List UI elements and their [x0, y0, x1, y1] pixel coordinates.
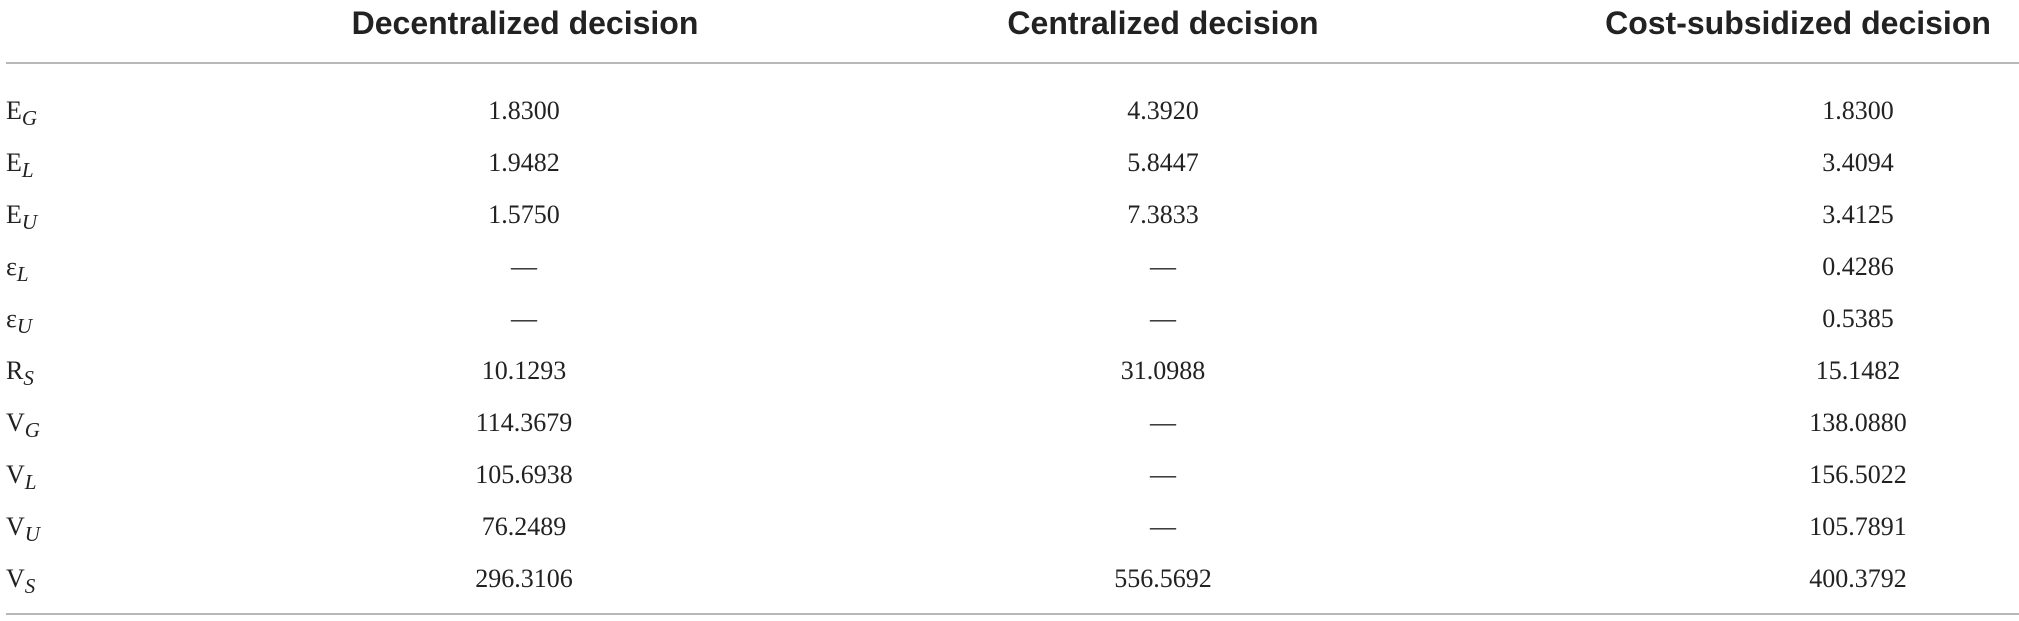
row-subscript: U	[16, 314, 33, 338]
row-symbol: R	[6, 356, 24, 385]
table-row: VU 76.2489 — 105.7891	[0, 501, 2019, 553]
table-cell: 10.1293	[481, 356, 567, 385]
table-cell: 1.5750	[488, 200, 560, 229]
row-label: EU	[6, 189, 206, 241]
table-row: εL — — 0.4286	[0, 241, 2019, 293]
table-row: VL 105.6938 — 156.5022	[0, 449, 2019, 501]
table-cell: 0.5385	[1822, 304, 1894, 333]
row-subscript: S	[24, 574, 36, 598]
table-cell: —	[1150, 304, 1176, 333]
row-label: RS	[6, 345, 206, 397]
table-cell: 138.0880	[1809, 408, 1907, 437]
table-cell: 296.3106	[475, 564, 573, 593]
table-row: EG 1.8300 4.3920 1.8300	[0, 85, 2019, 137]
row-label: εL	[6, 241, 206, 293]
column-header-cost-subsidized: Cost-subsidized decision	[1605, 5, 1991, 41]
table-cell: —	[1150, 460, 1176, 489]
row-symbol: V	[6, 460, 25, 489]
table-cell: 1.8300	[488, 96, 560, 125]
table-cell: —	[511, 252, 537, 281]
row-subscript: G	[21, 106, 38, 130]
row-label: VL	[6, 449, 206, 501]
table-cell: 0.4286	[1822, 252, 1894, 281]
table-cell: 105.7891	[1809, 512, 1907, 541]
column-header-centralized: Centralized decision	[1007, 5, 1319, 41]
row-subscript: L	[24, 470, 37, 494]
row-symbol: V	[6, 564, 25, 593]
table-cell: 1.8300	[1822, 96, 1894, 125]
table-cell: 31.0988	[1120, 356, 1206, 385]
row-subscript: U	[21, 210, 38, 234]
table-cell: —	[1150, 512, 1176, 541]
column-header-decentralized: Decentralized decision	[351, 5, 699, 41]
table-row: EL 1.9482 5.8447 3.4094	[0, 137, 2019, 189]
row-label: EL	[6, 137, 206, 189]
table-cell: 76.2489	[481, 512, 567, 541]
table-row: EU 1.5750 7.3833 3.4125	[0, 189, 2019, 241]
table-cell: 15.1482	[1815, 356, 1901, 385]
table-cell: 400.3792	[1809, 564, 1907, 593]
row-symbol: E	[6, 148, 22, 177]
row-symbol: ε	[6, 304, 17, 333]
row-symbol: V	[6, 408, 25, 437]
header-divider	[6, 62, 2019, 64]
row-symbol: ε	[6, 252, 17, 281]
table-bottom-rule	[6, 613, 2019, 615]
table-cell: —	[1150, 408, 1176, 437]
table-cell: 556.5692	[1114, 564, 1212, 593]
row-symbol: E	[6, 200, 22, 229]
table-cell: 7.3833	[1127, 200, 1199, 229]
row-subscript: L	[16, 262, 29, 286]
table-cell: 114.3679	[475, 408, 573, 437]
table-cell: —	[511, 304, 537, 333]
row-subscript: U	[24, 522, 40, 546]
table-row: VG 114.3679 — 138.0880	[0, 397, 2019, 449]
row-subscript: G	[24, 418, 40, 442]
table-header-row: Decentralized decision Centralized decis…	[0, 0, 2019, 62]
table-body: EG 1.8300 4.3920 1.8300 EL 1.9482 5.8447 3.4094…	[0, 62, 2019, 605]
table-cell: 3.4125	[1822, 200, 1894, 229]
table-cell: 4.3920	[1127, 96, 1199, 125]
row-label: VG	[6, 397, 206, 449]
table-cell: 1.9482	[488, 148, 560, 177]
table-cell: —	[1150, 252, 1176, 281]
row-subscript: L	[21, 158, 34, 182]
row-symbol: V	[6, 512, 25, 541]
row-label: εU	[6, 293, 206, 345]
table-row: εU — — 0.5385	[0, 293, 2019, 345]
row-subscript: S	[23, 366, 34, 390]
table-cell: 156.5022	[1809, 460, 1907, 489]
table-row: VS 296.3106 556.5692 400.3792	[0, 553, 2019, 605]
table-cell: 5.8447	[1127, 148, 1199, 177]
table-cell: 105.6938	[475, 460, 573, 489]
table-row: RS 10.1293 31.0988 15.1482	[0, 345, 2019, 397]
row-symbol: E	[6, 96, 22, 125]
table-cell: 3.4094	[1822, 148, 1894, 177]
row-label: EG	[6, 85, 206, 137]
row-label: VU	[6, 501, 206, 553]
row-label: VS	[6, 553, 206, 605]
